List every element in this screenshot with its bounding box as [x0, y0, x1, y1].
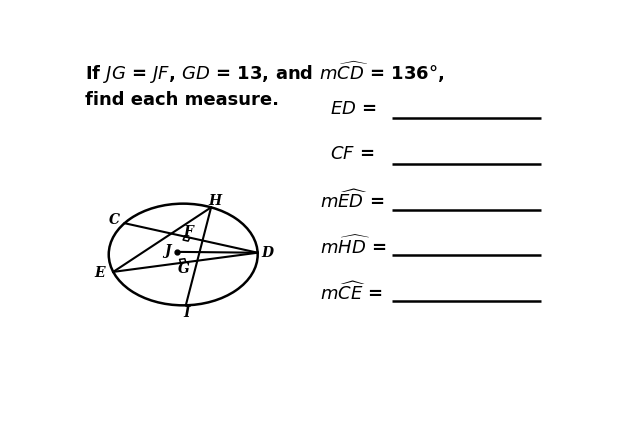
Text: $\mathit{CF}$ =: $\mathit{CF}$ = [330, 145, 374, 164]
Text: $\mathit{ED}$ =: $\mathit{ED}$ = [330, 100, 376, 118]
Text: $\mathit{m}\widehat{ED}$ =: $\mathit{m}\widehat{ED}$ = [320, 189, 384, 212]
Text: I: I [184, 305, 190, 320]
Text: J: J [164, 244, 171, 258]
Text: F: F [184, 225, 193, 239]
Text: G: G [178, 262, 190, 276]
Text: C: C [108, 213, 120, 227]
Text: H: H [208, 194, 221, 208]
Text: find each measure.: find each measure. [85, 91, 279, 109]
Text: If $\mathit{JG}$ = $\mathit{JF}$, $\mathit{GD}$ = 13, and $m\widehat{CD}$ = 136°: If $\mathit{JG}$ = $\mathit{JF}$, $\math… [85, 59, 444, 86]
Text: $\mathit{m}\widehat{CE}$ =: $\mathit{m}\widehat{CE}$ = [320, 281, 383, 304]
Text: E: E [94, 265, 105, 279]
Text: D: D [261, 246, 273, 260]
Text: $\mathit{m}\widehat{HD}$ =: $\mathit{m}\widehat{HD}$ = [320, 235, 386, 258]
